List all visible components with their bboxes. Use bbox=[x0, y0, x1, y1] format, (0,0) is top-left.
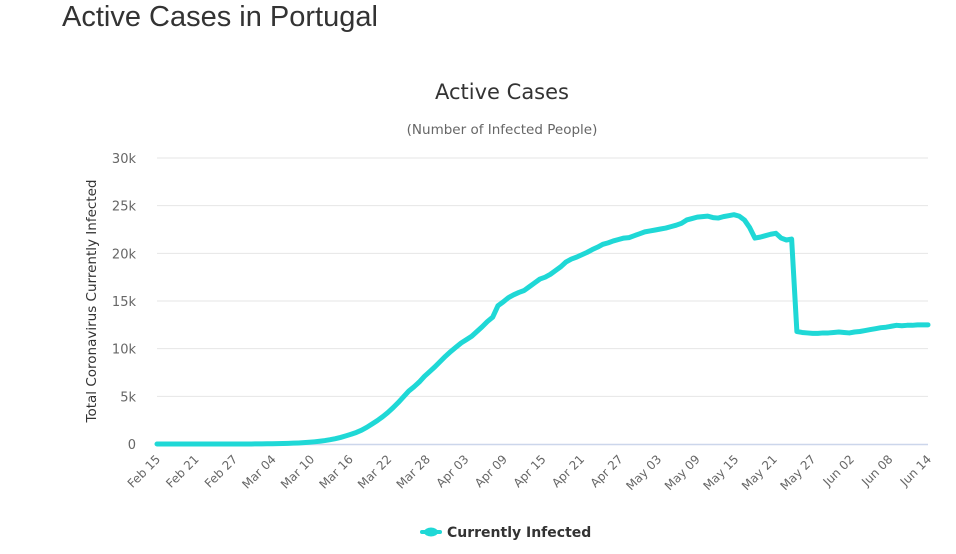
x-tick-label: Apr 27 bbox=[588, 452, 626, 490]
y-tick-label: 20k bbox=[112, 247, 137, 262]
y-tick-label: 15k bbox=[112, 295, 137, 310]
y-axis-label: Total Coronavirus Currently Infected bbox=[84, 180, 100, 424]
x-tick-label: May 09 bbox=[662, 452, 703, 493]
x-tick-label: Feb 27 bbox=[202, 452, 240, 490]
x-tick-label: Jun 08 bbox=[858, 452, 895, 489]
y-tick-label: 30k bbox=[112, 152, 137, 167]
x-tick-label: May 27 bbox=[778, 452, 819, 493]
x-tick-label: Apr 03 bbox=[433, 452, 471, 490]
y-tick-label: 5k bbox=[120, 390, 136, 405]
x-tick-label: Mar 10 bbox=[278, 452, 317, 491]
x-tick-label: Feb 21 bbox=[163, 452, 201, 490]
gridlines bbox=[157, 157, 928, 397]
y-tick-label: 10k bbox=[112, 343, 137, 358]
legend[interactable]: Currently Infected bbox=[420, 525, 591, 541]
x-tick-label: Feb 15 bbox=[125, 452, 163, 490]
y-tick-label: 0 bbox=[128, 438, 136, 453]
y-axis-ticks: 0 5k 10k 15k 20k 25k 30k bbox=[112, 152, 137, 453]
x-tick-label: Jun 02 bbox=[820, 452, 857, 489]
x-tick-label: May 15 bbox=[700, 452, 741, 493]
x-tick-label: Mar 04 bbox=[239, 452, 278, 491]
series-line-currently-infected bbox=[154, 212, 931, 447]
series-group bbox=[154, 212, 931, 447]
x-tick-label: May 03 bbox=[623, 452, 664, 493]
x-tick-label: Apr 09 bbox=[472, 452, 510, 490]
legend-label[interactable]: Currently Infected bbox=[447, 525, 591, 541]
y-tick-label: 25k bbox=[112, 200, 137, 215]
x-tick-label: Mar 16 bbox=[316, 452, 355, 491]
chart-subtitle: (Number of Infected People) bbox=[407, 122, 598, 138]
x-tick-label: May 21 bbox=[739, 452, 780, 493]
x-tick-label: Mar 22 bbox=[355, 452, 394, 491]
x-tick-label: Jun 14 bbox=[897, 452, 934, 489]
legend-marker-icon bbox=[424, 527, 438, 537]
x-tick-label: Apr 15 bbox=[511, 452, 549, 490]
page-title: Active Cases in Portugal bbox=[62, 1, 378, 33]
x-tick-label: Mar 28 bbox=[394, 452, 433, 491]
x-tick-label: Apr 21 bbox=[549, 452, 587, 490]
x-axis-ticks: Feb 15 Feb 21 Feb 27 Mar 04 Mar 10 Mar 16 Mar … bbox=[125, 452, 934, 493]
chart-title: Active Cases bbox=[435, 80, 569, 104]
